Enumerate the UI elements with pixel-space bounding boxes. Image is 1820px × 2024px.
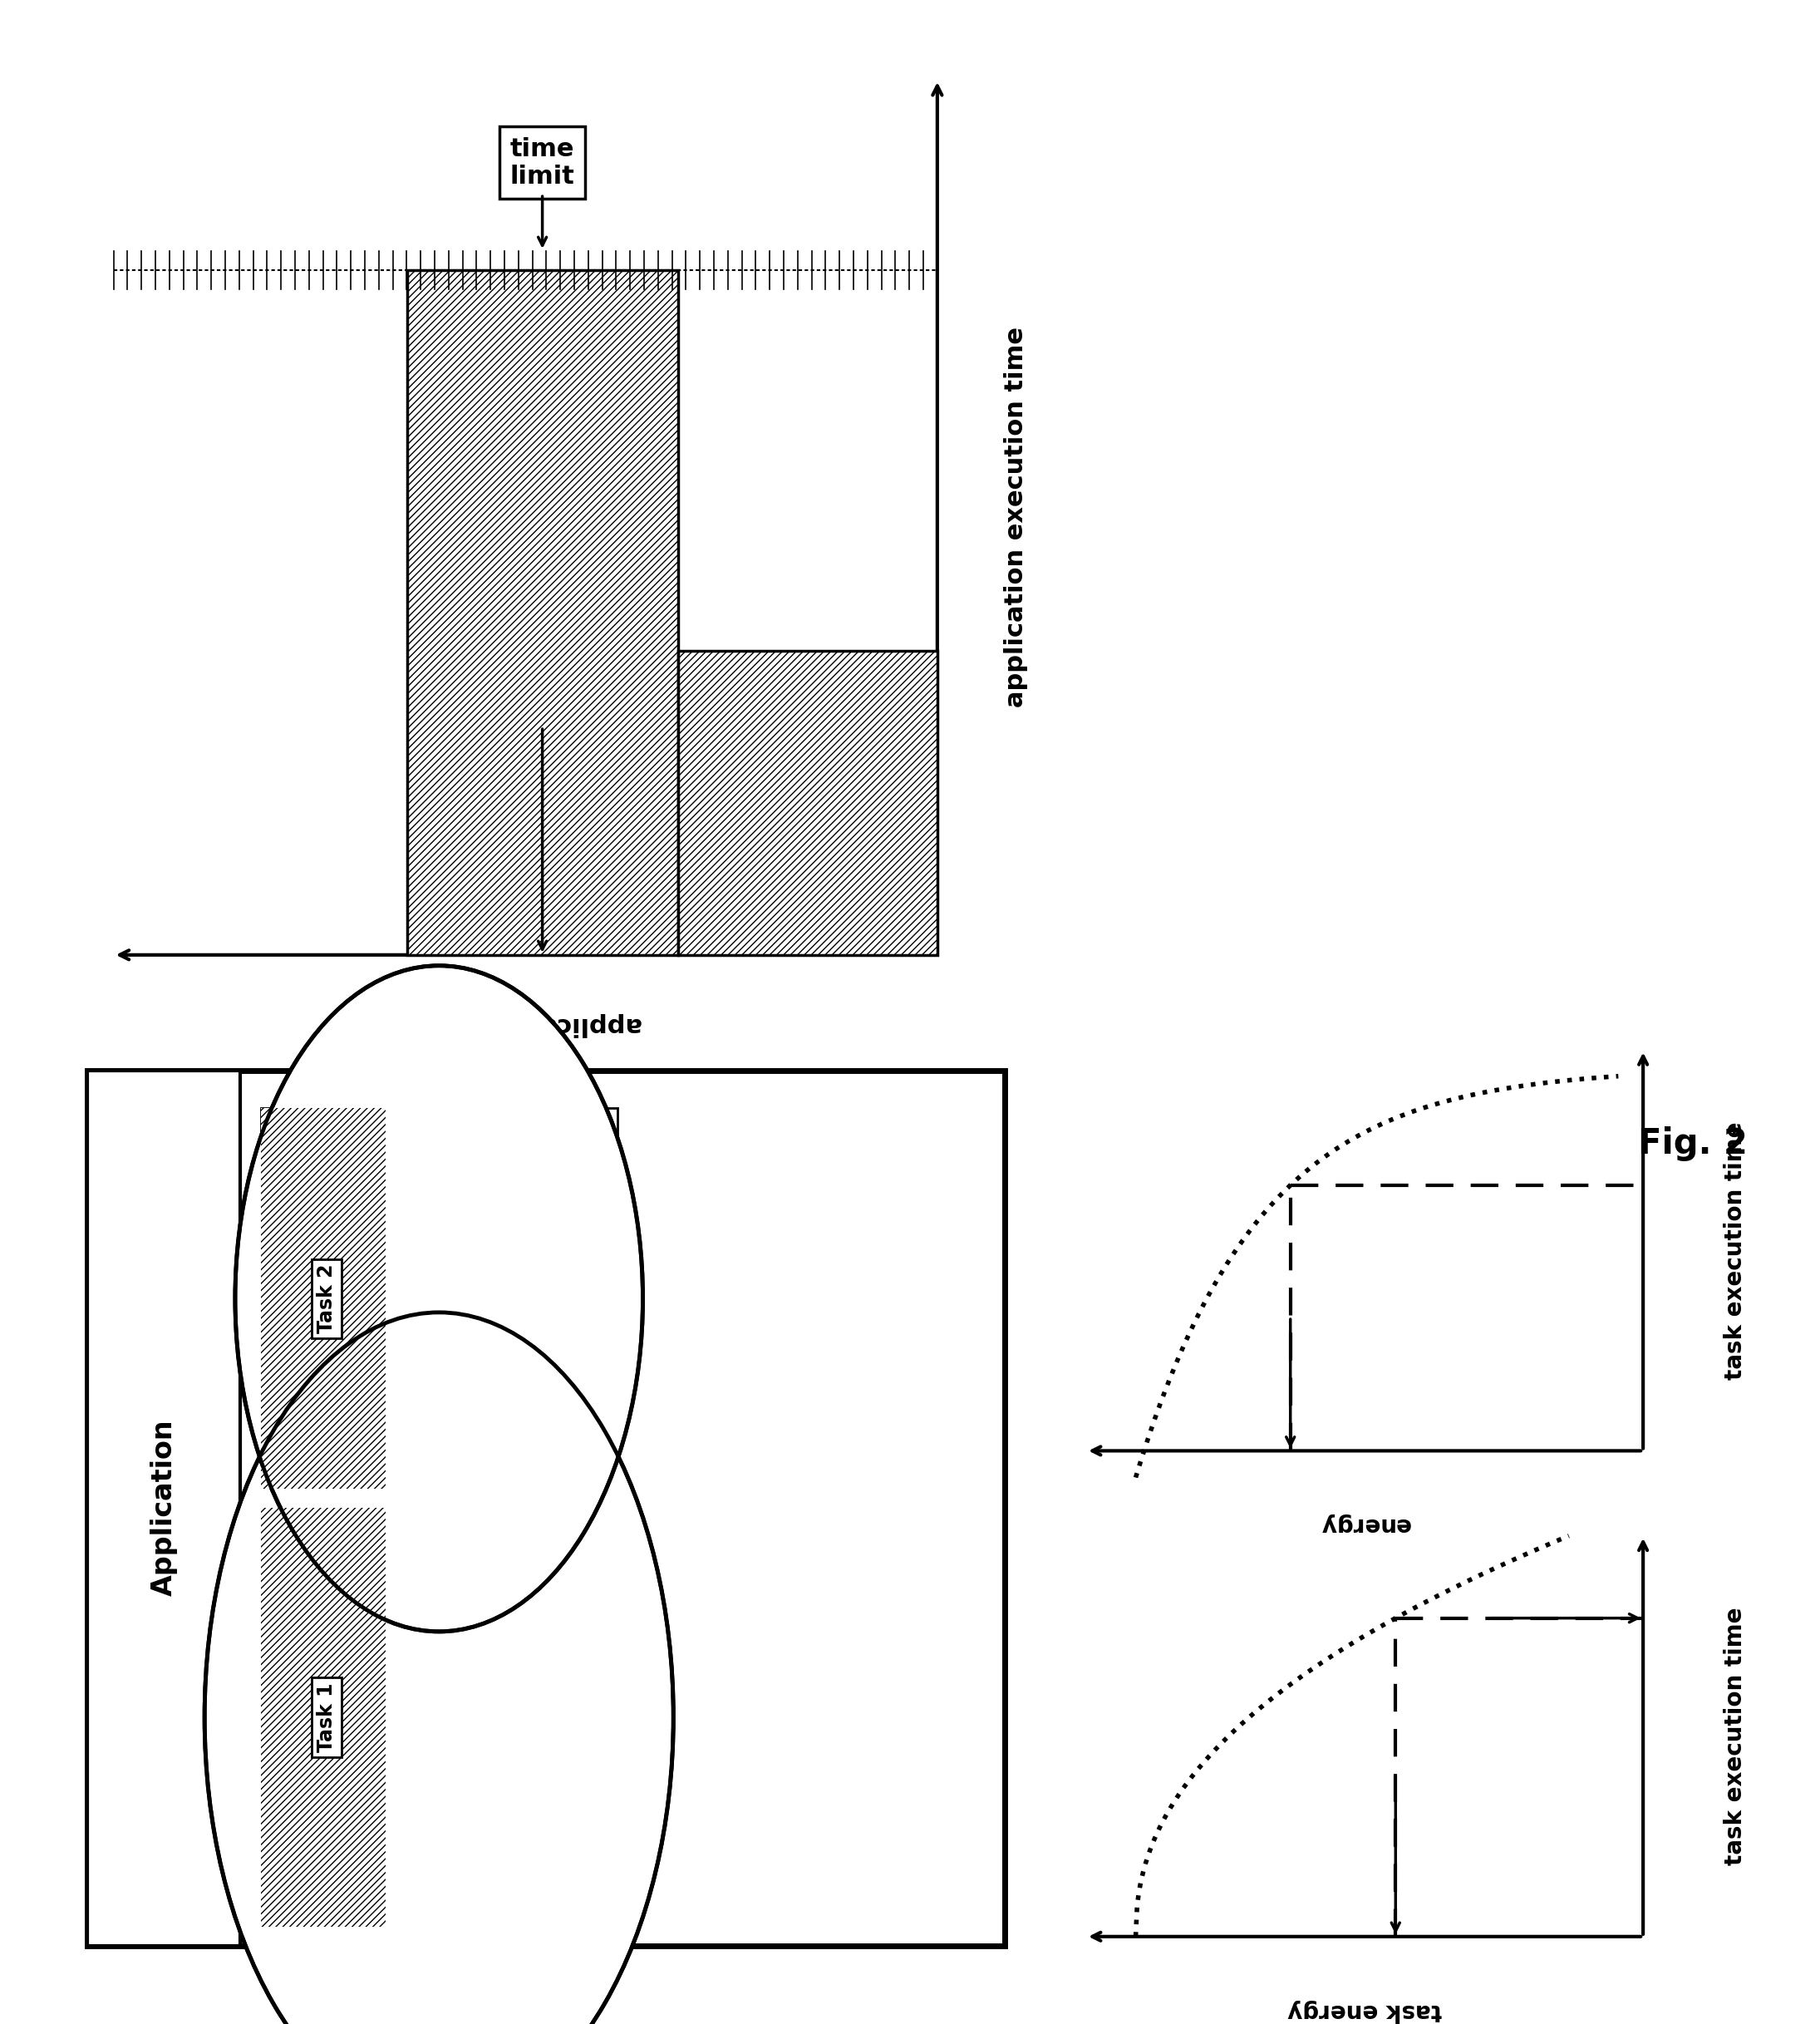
- Text: task execution time: task execution time: [1724, 1607, 1747, 1866]
- Ellipse shape: [235, 965, 642, 1631]
- Bar: [87, 1071, 240, 1945]
- Text: Task 2: Task 2: [317, 1263, 337, 1334]
- Text: Fig. 2: Fig. 2: [1638, 1125, 1747, 1162]
- Text: Task 1: Task 1: [317, 1682, 337, 1753]
- Text: task energy: task energy: [1287, 2000, 1441, 2022]
- Bar: [260, 1109, 617, 1490]
- Text: application energy: application energy: [375, 1012, 642, 1036]
- Text: time
limit: time limit: [510, 138, 575, 188]
- Bar: [260, 1508, 617, 1927]
- Text: task execution time: task execution time: [1724, 1121, 1747, 1380]
- Text: energy: energy: [1320, 1514, 1410, 1536]
- Ellipse shape: [204, 1312, 673, 2024]
- Bar: [408, 269, 677, 955]
- Bar: [260, 1109, 386, 1490]
- Bar: [677, 650, 937, 955]
- Text: application execution time: application execution time: [1005, 328, 1028, 708]
- Bar: [260, 1508, 386, 1927]
- Text: Application: Application: [149, 1419, 178, 1597]
